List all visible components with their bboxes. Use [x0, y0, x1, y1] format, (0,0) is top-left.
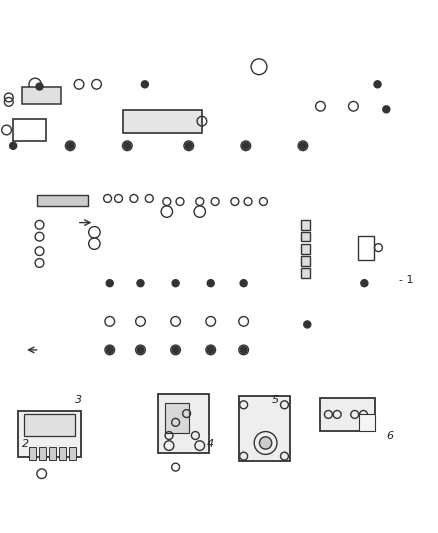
Bar — [49, 447, 56, 459]
Circle shape — [124, 142, 131, 149]
Bar — [18, 411, 81, 457]
Bar — [13, 118, 46, 141]
Circle shape — [299, 142, 306, 149]
Bar — [59, 447, 66, 459]
Text: 4: 4 — [206, 439, 213, 449]
Bar — [26, 185, 364, 361]
Circle shape — [141, 81, 148, 88]
Circle shape — [207, 346, 214, 353]
Bar — [22, 86, 61, 104]
Circle shape — [303, 321, 310, 328]
Circle shape — [240, 280, 247, 287]
Circle shape — [106, 346, 113, 353]
Circle shape — [373, 81, 380, 88]
Bar — [239, 395, 289, 461]
Bar — [28, 447, 35, 459]
Text: 6: 6 — [385, 431, 392, 440]
Bar — [123, 110, 201, 133]
Bar — [300, 256, 310, 266]
Circle shape — [67, 142, 74, 149]
Bar — [164, 403, 188, 433]
Circle shape — [10, 142, 17, 149]
Bar — [37, 195, 88, 206]
Circle shape — [382, 106, 389, 113]
Text: 2: 2 — [22, 439, 29, 449]
Text: 3: 3 — [74, 395, 81, 406]
Circle shape — [240, 346, 247, 353]
Circle shape — [207, 280, 214, 287]
Circle shape — [172, 280, 179, 287]
Circle shape — [242, 142, 249, 149]
Bar — [24, 415, 74, 435]
Bar — [300, 220, 310, 230]
Bar — [300, 268, 310, 278]
Circle shape — [137, 346, 144, 353]
Circle shape — [259, 437, 271, 449]
Bar — [358, 415, 374, 431]
Bar — [39, 447, 46, 459]
Circle shape — [360, 280, 367, 287]
Circle shape — [106, 280, 113, 287]
Bar — [158, 394, 208, 453]
Circle shape — [137, 280, 144, 287]
Circle shape — [172, 346, 179, 353]
Text: - 1: - 1 — [399, 274, 413, 285]
Bar — [300, 232, 310, 241]
Bar — [300, 244, 310, 254]
Text: 5: 5 — [272, 395, 279, 406]
Circle shape — [36, 83, 43, 90]
Bar — [357, 236, 374, 260]
Bar — [69, 447, 76, 459]
Circle shape — [185, 142, 192, 149]
Bar — [320, 398, 374, 431]
